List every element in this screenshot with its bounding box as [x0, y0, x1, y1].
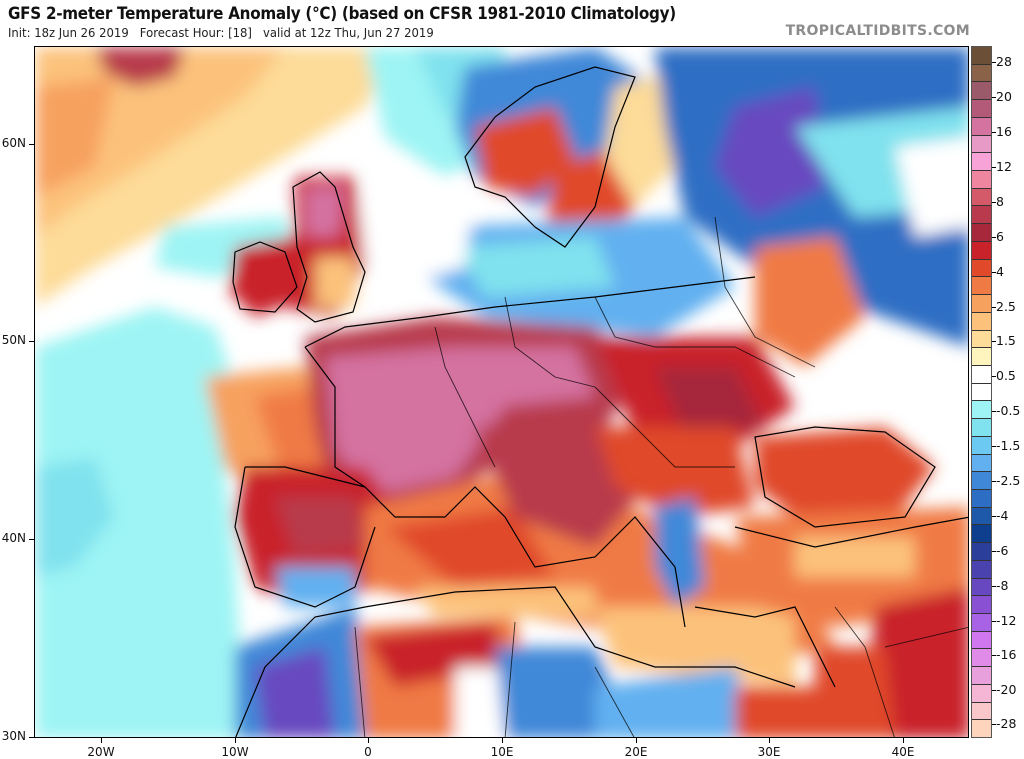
- colorbar-segment: [972, 543, 991, 561]
- colorbar-segment: [972, 419, 991, 437]
- colorbar-segment: [972, 117, 991, 136]
- colorbar-segment: [972, 472, 991, 490]
- colorbar-label: -28: [992, 716, 1016, 731]
- colorbar-label: -8: [992, 578, 1008, 593]
- colorbar-segment: [972, 401, 991, 420]
- colorbar-segment: [972, 720, 991, 738]
- colorbar-segment: [972, 596, 991, 614]
- colorbar-segment: [972, 206, 991, 225]
- colorbar-legend: [971, 46, 992, 738]
- colorbar-segment: [972, 100, 991, 118]
- colorbar-segment: [972, 82, 991, 101]
- colorbar-segment: [972, 153, 991, 172]
- colorbar-label: -2.5: [992, 473, 1020, 488]
- brand-watermark: TROPICALTIDBITS.COM: [785, 23, 970, 39]
- colorbar-label: 16: [992, 124, 1012, 139]
- colorbar-segment: [972, 171, 991, 189]
- colorbar-label: 0.5: [992, 368, 1016, 383]
- colorbar-segment: [972, 224, 991, 242]
- coastlines: [232, 66, 968, 737]
- colorbar-label: 20: [992, 89, 1012, 104]
- colorbar-label: 1.5: [992, 333, 1016, 348]
- colorbar-segment: [972, 312, 991, 331]
- colorbar-segment: [972, 365, 991, 384]
- colorbar-segment: [972, 578, 991, 597]
- colorbar-segment: [972, 47, 991, 65]
- colorbar-segment: [972, 525, 991, 544]
- colorbar-label: -1.5: [992, 438, 1020, 453]
- colorbar-segment: [972, 383, 991, 402]
- colorbar-segment: [972, 259, 991, 278]
- colorbar-segment: [972, 560, 991, 579]
- colorbar-segment: [972, 330, 991, 349]
- colorbar-segment: [972, 188, 991, 207]
- colorbar-segment: [972, 507, 991, 526]
- map-graphic: [35, 47, 968, 737]
- colorbar-label: 6: [992, 229, 1004, 244]
- colorbar-segment: [972, 454, 991, 473]
- colorbar-label: -6: [992, 543, 1008, 558]
- colorbar-segment: [972, 348, 991, 366]
- colorbar-segment: [972, 489, 991, 508]
- colorbar-segment: [972, 649, 991, 668]
- colorbar-segment: [972, 631, 991, 650]
- colorbar-label: -16: [992, 647, 1016, 662]
- colorbar-label: -4: [992, 508, 1008, 523]
- colorbar-segment: [972, 135, 991, 154]
- colorbar-label: 8: [992, 194, 1004, 209]
- colorbar-segment: [972, 614, 991, 632]
- country-borders: [354, 216, 968, 737]
- map-title: GFS 2-meter Temperature Anomaly (°C) (ba…: [8, 4, 676, 23]
- colorbar-label: -12: [992, 613, 1016, 628]
- colorbar-label: 28: [992, 54, 1012, 69]
- colorbar-label: -0.5: [992, 403, 1020, 418]
- colorbar-label: 2.5: [992, 299, 1016, 314]
- colorbar-segment: [972, 436, 991, 455]
- colorbar-segment: [972, 241, 991, 260]
- colorbar-segment: [972, 702, 991, 721]
- colorbar-label: -20: [992, 682, 1016, 697]
- forecast-info: Init: 18z Jun 26 2019 Forecast Hour: [18…: [8, 25, 434, 40]
- colorbar-label: 12: [992, 159, 1012, 174]
- colorbar-segment: [972, 295, 991, 313]
- colorbar-segment: [972, 64, 991, 83]
- colorbar-segment: [972, 684, 991, 703]
- colorbar-label: 4: [992, 264, 1004, 279]
- temperature-anomaly-map: [34, 46, 969, 738]
- colorbar-segment: [972, 667, 991, 685]
- colorbar-segment: [972, 277, 991, 296]
